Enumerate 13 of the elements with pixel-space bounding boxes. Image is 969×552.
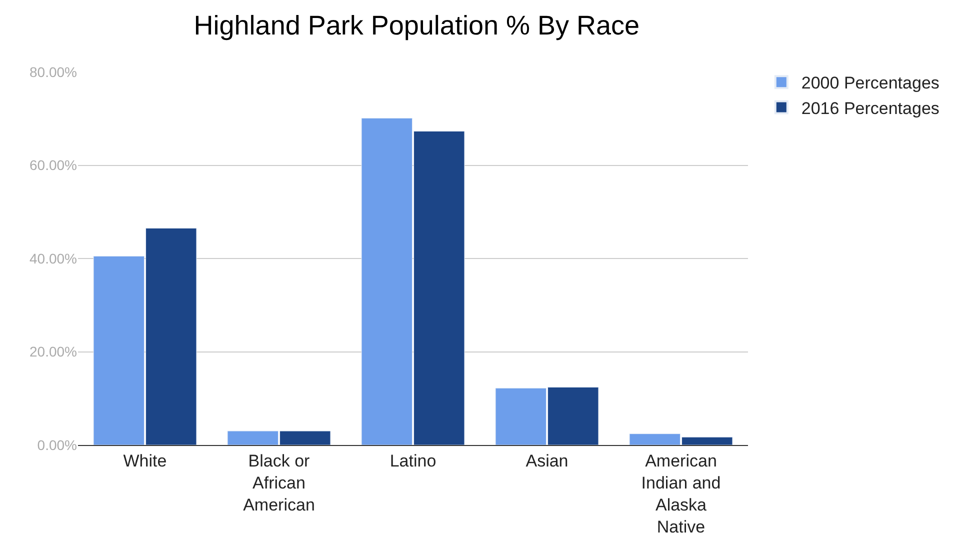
legend-label: 2016 Percentages	[801, 98, 940, 118]
chart-title: Highland Park Population % By Race	[194, 10, 640, 40]
x-tick-label: Asian	[526, 451, 568, 470]
y-tick-label: 60.00%	[30, 157, 77, 174]
x-tick-label: American Indian and Alaska Native	[641, 451, 721, 537]
x-tick-label: Latino	[390, 451, 436, 470]
x-tick-label: White	[123, 451, 167, 470]
y-tick-label: 0.00%	[37, 436, 77, 453]
legend-label: 2000 Percentages	[801, 74, 940, 93]
y-tick-label: 40.00%	[30, 250, 77, 266]
x-tick-label: Black or African American	[243, 451, 315, 515]
y-tick-label: 80.00%	[30, 64, 77, 80]
y-tick-label: 20.00%	[30, 344, 77, 360]
